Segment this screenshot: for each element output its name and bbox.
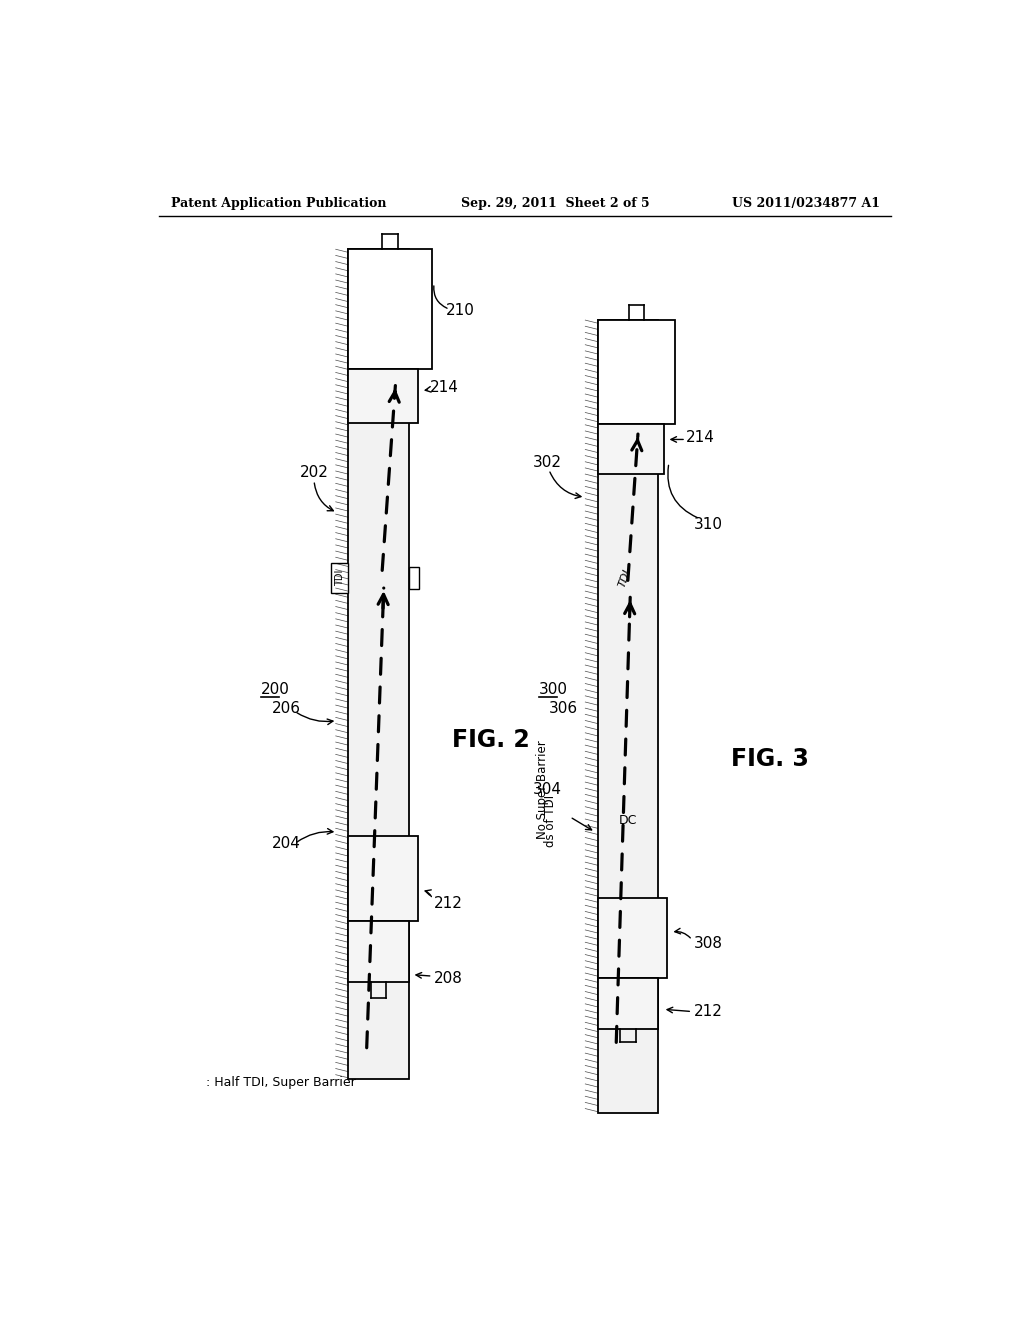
Text: 308: 308 — [693, 936, 723, 952]
Bar — [348, 368, 418, 422]
Bar — [598, 321, 675, 424]
Text: FIG. 3: FIG. 3 — [731, 747, 809, 771]
Bar — [348, 836, 418, 921]
Text: FIG. 2: FIG. 2 — [452, 727, 529, 752]
Text: TDI: TDI — [616, 568, 633, 589]
Text: 300: 300 — [539, 682, 567, 697]
Bar — [409, 568, 420, 589]
Bar — [598, 898, 668, 978]
Text: ds of TDI: ds of TDI — [544, 795, 557, 846]
Bar — [348, 249, 409, 1078]
Bar — [331, 564, 348, 593]
Text: Patent Application Publication: Patent Application Publication — [171, 197, 386, 210]
Text: 210: 210 — [445, 304, 475, 318]
Text: 302: 302 — [532, 455, 561, 470]
Text: 206: 206 — [272, 701, 301, 717]
Text: 310: 310 — [693, 516, 723, 532]
Text: 212: 212 — [434, 896, 463, 911]
Text: 214: 214 — [686, 430, 715, 445]
Text: 306: 306 — [549, 701, 578, 717]
Bar — [598, 978, 658, 1028]
Text: Sep. 29, 2011  Sheet 2 of 5: Sep. 29, 2011 Sheet 2 of 5 — [461, 197, 650, 210]
Text: 214: 214 — [430, 380, 459, 396]
Text: 204: 204 — [272, 836, 301, 851]
Text: 304: 304 — [534, 783, 562, 797]
Text: 202: 202 — [300, 465, 329, 480]
Text: US 2011/0234877 A1: US 2011/0234877 A1 — [732, 197, 880, 210]
Text: No Super Barrier: No Super Barrier — [536, 741, 549, 840]
Bar — [598, 424, 664, 474]
Bar — [348, 921, 409, 982]
Text: : Half TDI, Super Barrier: : Half TDI, Super Barrier — [206, 1076, 355, 1089]
Bar — [348, 249, 432, 368]
Text: 208: 208 — [434, 972, 463, 986]
Text: 200: 200 — [261, 682, 290, 697]
Text: 212: 212 — [693, 1005, 723, 1019]
Text: DC: DC — [618, 814, 637, 828]
Text: TDI: TDI — [335, 570, 344, 586]
Bar — [598, 321, 658, 1113]
